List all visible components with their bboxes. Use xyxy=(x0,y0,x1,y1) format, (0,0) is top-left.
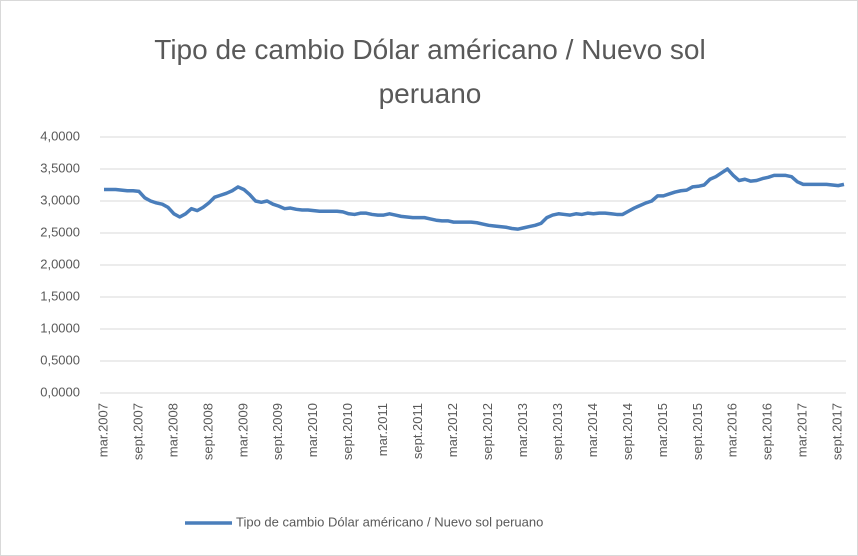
y-tick-label: 1,0000 xyxy=(40,320,80,335)
y-tick-label: 4,0000 xyxy=(40,128,80,143)
data-line xyxy=(104,167,845,231)
x-tick-label: sept.2012 xyxy=(480,403,495,460)
x-tick-label: mar.2009 xyxy=(235,403,250,457)
x-tick-label: mar.2014 xyxy=(585,403,600,457)
x-tick-label: sept.2013 xyxy=(550,403,565,460)
x-tick-label: sept.2011 xyxy=(410,403,425,459)
y-tick-label: 0,0000 xyxy=(40,384,80,399)
x-tick-label: mar.2008 xyxy=(165,403,180,457)
y-tick-label: 2,5000 xyxy=(40,224,80,239)
x-tick-label: mar.2013 xyxy=(515,403,530,457)
y-tick-label: 3,5000 xyxy=(40,160,80,175)
y-tick-label: 3,0000 xyxy=(40,192,80,207)
x-tick-label: mar.2012 xyxy=(445,403,460,457)
legend-label: Tipo de cambio Dólar américano / Nuevo s… xyxy=(236,514,543,529)
x-tick-label: sept.2009 xyxy=(270,403,285,460)
chart-title: Tipo de cambio Dólar américano / Nuevo s… xyxy=(154,34,706,109)
x-tick-label: sept.2008 xyxy=(200,403,215,460)
x-tick-label: sept.2016 xyxy=(760,403,775,460)
x-tick-label: sept.2014 xyxy=(620,403,635,460)
x-tick-label: sept.2007 xyxy=(130,403,145,460)
x-tick-label: sept.2017 xyxy=(830,403,845,460)
x-tick-label: mar.2007 xyxy=(95,403,110,457)
y-tick-label: 1,5000 xyxy=(40,288,80,303)
x-tick-label: sept.2015 xyxy=(690,403,705,460)
x-tick-label: mar.2011 xyxy=(375,403,390,456)
x-tick-label: mar.2017 xyxy=(795,403,810,457)
x-tick-label: mar.2015 xyxy=(655,403,670,457)
y-tick-label: 0,5000 xyxy=(40,352,80,367)
x-tick-label: mar.2010 xyxy=(305,403,320,457)
y-tick-label: 2,0000 xyxy=(40,256,80,271)
x-tick-label: sept.2010 xyxy=(340,403,355,460)
x-tick-label: mar.2016 xyxy=(725,403,740,457)
